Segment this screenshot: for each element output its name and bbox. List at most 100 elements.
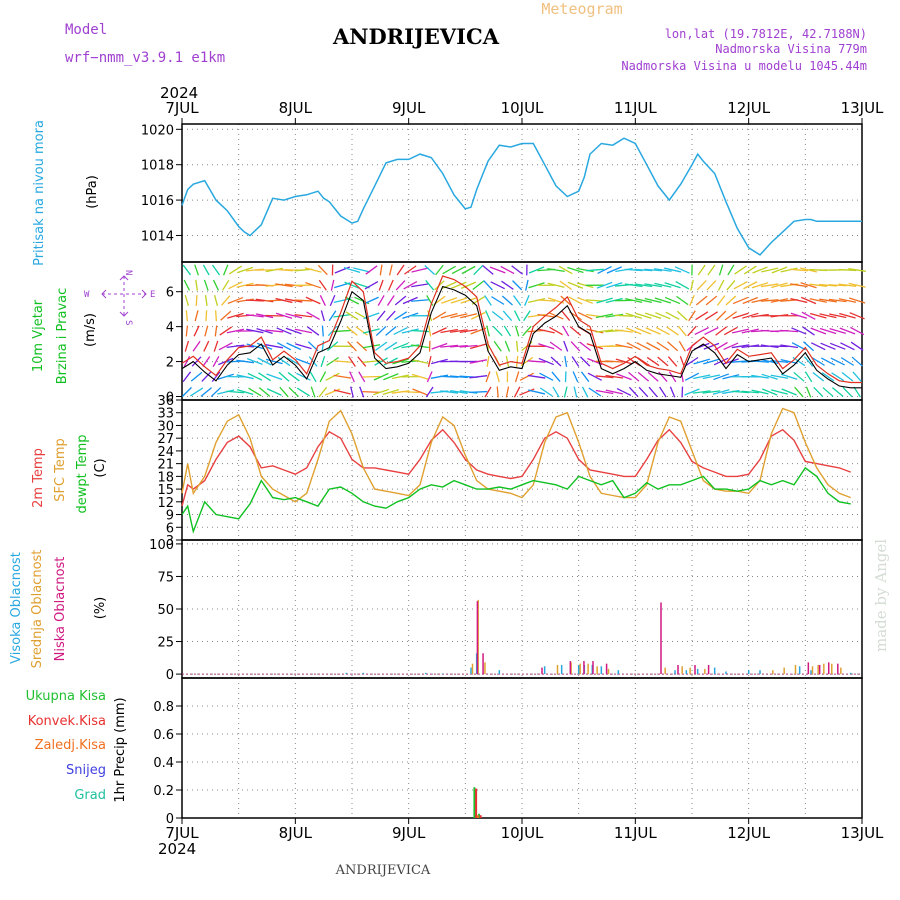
wind-arrow [359, 386, 365, 398]
wind-arrow [813, 386, 824, 398]
wind-arrow [538, 343, 555, 350]
temperature-ytick-label: 18 [157, 470, 174, 485]
wind-arrow [392, 358, 409, 365]
precip-total-bar [473, 787, 476, 818]
wind-arrow [247, 372, 263, 381]
temperature-ytick-label: 27 [157, 432, 174, 447]
wind-arrow [333, 374, 352, 379]
wind-arrow [484, 295, 492, 306]
wind-arrow [628, 386, 639, 398]
wind-arrow [504, 340, 511, 352]
wind-arrow [725, 295, 737, 306]
wind-arrow [551, 371, 561, 382]
wind-arrow [212, 356, 220, 367]
wind-arrow [485, 310, 491, 322]
wind-arrow [473, 264, 484, 276]
wind-arrow [201, 371, 212, 382]
precip-legend-hail: Grad [74, 788, 106, 803]
wind-arrow [344, 296, 360, 305]
wind-arrow [559, 280, 572, 290]
wind-arrow [470, 311, 486, 320]
wind-arrow [695, 311, 709, 321]
wind-arrow [809, 283, 828, 287]
wind-arrow [560, 295, 572, 306]
wind-arrow [644, 283, 662, 288]
wind-arrow [489, 266, 506, 274]
wind-arrow [722, 389, 740, 395]
wind-arrow [638, 386, 649, 398]
wind-arrow [646, 342, 661, 351]
wind-arrow [236, 374, 254, 380]
temp-unit-label: (C) [93, 458, 108, 477]
wind-arrow [563, 340, 569, 352]
wind-arrow [614, 314, 634, 317]
wind-arrow [236, 359, 255, 364]
wind-arrow [829, 313, 847, 319]
wind-arrow [451, 281, 467, 289]
precip-conv-bar [479, 815, 482, 818]
wind-arrow [349, 371, 355, 383]
wind-arrow [469, 390, 488, 394]
wind-arrow [677, 325, 687, 337]
wind-arrow [666, 326, 679, 336]
wind-arrow [411, 359, 429, 364]
wind-arrow [427, 310, 433, 322]
wind-arrow [780, 344, 798, 349]
x-label-bottom: 7JUL [165, 824, 199, 842]
wind-arrow [491, 310, 504, 321]
model-label: Model [65, 22, 107, 38]
x-label-bottom: 13JUL [841, 824, 884, 842]
wind-arrow [321, 325, 324, 337]
model-altitude-label: Nadmorska Visina u modelu 1045.44m [621, 59, 867, 73]
wind-arrow [469, 343, 487, 350]
wind-arrow [386, 295, 395, 306]
wind-arrow [810, 327, 827, 335]
wind-arrow [426, 371, 433, 383]
wind-arrow [287, 372, 300, 382]
wind-arrow [275, 283, 293, 288]
wind-arrow [451, 265, 466, 275]
x-label-bottom: 8JUL [279, 824, 313, 842]
wind-arrow [831, 387, 844, 397]
wind-arrow [519, 372, 534, 381]
wind-arrow [658, 371, 668, 382]
wind-arrow [586, 343, 604, 350]
wind-arrow [667, 356, 678, 367]
wind-arrow [840, 357, 855, 366]
wind-arrow [184, 340, 190, 352]
wind-arrow [853, 386, 861, 398]
wind-arrow [685, 356, 699, 367]
wind-arrow [576, 267, 594, 273]
wind-arrow [646, 356, 660, 367]
temp-side-label-2: SFC Temp [53, 438, 68, 502]
wind-arrow [703, 342, 720, 350]
wind-arrow [430, 374, 449, 379]
wind-arrow [839, 327, 856, 335]
wind-arrow [539, 372, 554, 381]
wind-arrow [760, 344, 779, 349]
x-label-top: 9JUL [392, 99, 426, 117]
wind-arrow [411, 299, 429, 302]
wind-arrow [276, 342, 292, 351]
wind-arrow [596, 281, 613, 289]
wind-arrow [523, 310, 531, 322]
wind-arrow [752, 266, 768, 274]
wind-arrow [716, 295, 726, 306]
wind-arrow [841, 371, 854, 382]
wind-arrow [353, 281, 370, 289]
wind-arrow [712, 389, 730, 395]
wind-arrow [819, 313, 837, 319]
precip-ytick-label: 0.6 [153, 728, 174, 743]
wind-arrow [528, 266, 545, 274]
wind-arrow [828, 284, 847, 287]
wind-arrow [760, 283, 779, 288]
wind-arrow [256, 327, 273, 335]
wind-arrow [771, 266, 788, 274]
wind-side-label-2: Brzina i Pravac [55, 288, 70, 385]
wind-arrow [572, 371, 579, 383]
wind-arrow [567, 266, 584, 274]
wind-arrow [226, 390, 245, 394]
wind-arrow [595, 313, 614, 319]
wind-arrow [564, 356, 568, 367]
wind-arrow [212, 279, 220, 291]
